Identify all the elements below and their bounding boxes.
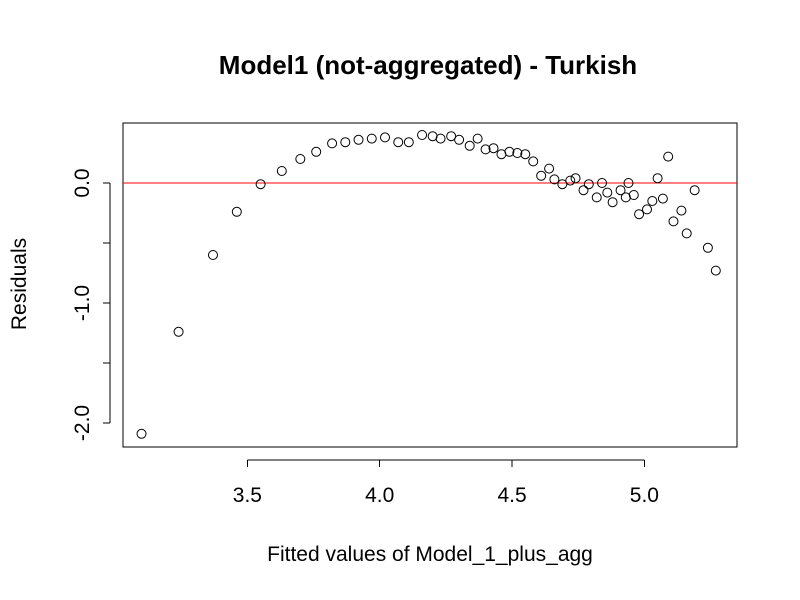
data-point <box>544 163 555 174</box>
data-point <box>520 149 531 160</box>
x-tick-label: 4.5 <box>497 484 526 507</box>
data-point <box>488 143 499 154</box>
x-tick-label: 3.5 <box>233 484 262 507</box>
points-layer <box>136 130 721 439</box>
data-point <box>615 185 626 196</box>
data-point <box>602 187 613 198</box>
data-point <box>512 148 523 158</box>
data-point <box>427 131 438 142</box>
data-point <box>435 133 446 144</box>
data-point <box>623 178 634 188</box>
data-point <box>676 205 687 216</box>
data-point <box>647 196 658 206</box>
data-point <box>657 193 668 204</box>
data-point <box>472 133 483 144</box>
data-point <box>464 140 475 151</box>
data-point <box>454 134 465 145</box>
data-point <box>689 185 700 196</box>
data-point <box>663 151 674 162</box>
plot-area-border <box>122 122 738 448</box>
x-tick-label: 4.0 <box>365 484 394 507</box>
data-point <box>591 192 602 203</box>
data-point <box>366 133 377 144</box>
x-axis-label: Fitted values of Model_1_plus_agg <box>267 543 593 566</box>
data-point <box>276 166 287 176</box>
data-point <box>710 265 721 276</box>
data-point <box>504 146 515 157</box>
data-point <box>597 178 608 188</box>
data-point <box>417 130 428 140</box>
y-tick-label: -2.0 <box>71 405 94 441</box>
data-point <box>702 242 713 253</box>
data-point <box>634 209 645 220</box>
data-point <box>295 154 306 164</box>
data-point <box>607 197 618 208</box>
data-point <box>578 185 589 196</box>
data-point <box>620 192 631 203</box>
data-point <box>173 326 184 337</box>
data-point <box>528 156 539 167</box>
y-axis-label: Residuals <box>8 238 31 330</box>
data-point <box>353 134 364 145</box>
data-point <box>136 428 147 439</box>
data-point <box>327 138 338 149</box>
y-tick-label: -1.0 <box>71 285 94 321</box>
data-point <box>642 204 653 215</box>
chart-title: Model1 (not-aggregated) - Turkish <box>219 50 637 80</box>
data-point <box>565 175 576 186</box>
data-point <box>496 149 507 160</box>
data-point <box>255 179 266 190</box>
data-point <box>231 206 242 217</box>
data-point <box>403 137 414 148</box>
data-point <box>393 137 404 148</box>
y-tick-label: 0.0 <box>71 168 94 197</box>
data-point <box>668 216 679 227</box>
data-point <box>628 190 639 200</box>
x-ticks: 3.5 4.0 4.5 5.0 <box>233 460 659 507</box>
data-point <box>681 228 692 239</box>
data-point <box>583 179 594 190</box>
data-point <box>549 174 560 185</box>
data-point <box>652 173 663 184</box>
data-point <box>340 137 351 148</box>
data-point <box>311 146 322 157</box>
data-point <box>380 132 391 143</box>
data-point <box>480 144 491 155</box>
y-ticks: -2.0 -1.0 0.0 <box>71 168 110 441</box>
x-tick-label: 5.0 <box>630 484 659 507</box>
data-point <box>536 170 547 181</box>
data-point <box>207 250 218 260</box>
data-point <box>570 173 581 184</box>
